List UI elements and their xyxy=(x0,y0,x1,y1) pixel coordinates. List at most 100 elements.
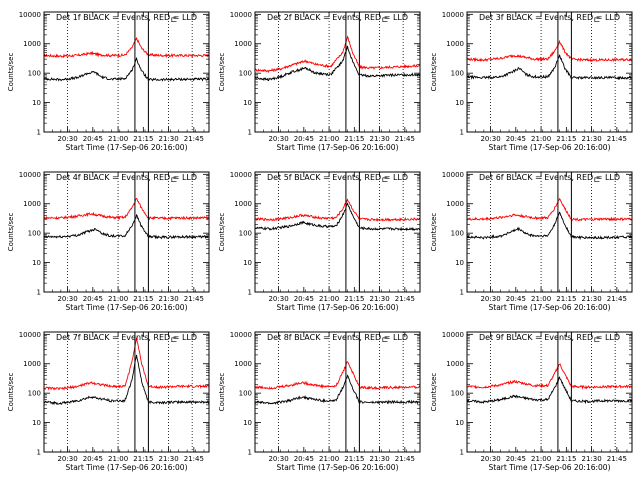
x-tick-label: 21:00 xyxy=(319,295,339,303)
x-tick-label: 20:30 xyxy=(480,455,500,463)
y-tick-label: 10 xyxy=(455,419,464,427)
plot-frame xyxy=(43,171,210,293)
x-tick-label: 20:45 xyxy=(506,455,526,463)
panel-title: Det 1f BLACK = Events, RED = LLD xyxy=(56,13,197,22)
y-tick-label: 1 xyxy=(460,449,464,457)
detector-panel: 1 10 100 1000 10000 20:30 20:45 21:00 21:15 21:30… xyxy=(430,171,633,312)
plot-frame xyxy=(43,331,210,453)
y-tick-label: 1 xyxy=(248,449,252,457)
x-tick-label: 20:45 xyxy=(83,455,103,463)
y-tick-label: 1 xyxy=(248,129,252,137)
panel-title: Det 4f BLACK = Events, RED = LLD xyxy=(56,173,197,182)
y-tick-label: 1000 xyxy=(446,360,464,368)
x-tick-label: 21:00 xyxy=(531,135,551,143)
x-tick-label: 20:30 xyxy=(57,455,77,463)
panel-title: Det 3f BLACK = Events, RED = LLD xyxy=(479,13,620,22)
y-tick-label: 1000 xyxy=(446,200,464,208)
y-axis-label: Counts/sec xyxy=(430,53,438,92)
x-tick-label: 21:15 xyxy=(133,295,153,303)
detector-panel: 1 10 100 1000 10000 20:30 20:45 21:00 21:15 21:30… xyxy=(430,11,633,152)
x-tick-label: 21:45 xyxy=(395,295,415,303)
lld-series-line xyxy=(466,39,633,63)
x-tick-label: 21:15 xyxy=(344,295,364,303)
x-tick-label: 20:30 xyxy=(480,295,500,303)
panel-title: Det 6f BLACK = Events, RED = LLD xyxy=(479,173,620,182)
y-tick-label: 1000 xyxy=(234,200,252,208)
y-axis-label: Counts/sec xyxy=(7,53,15,92)
x-axis-label: Start Time (17-Sep-06 20:16:00) xyxy=(66,143,188,152)
x-tick-label: 20:45 xyxy=(294,295,314,303)
y-tick-label: 10000 xyxy=(230,331,252,339)
x-tick-label: 21:00 xyxy=(108,295,128,303)
x-tick-label: 21:00 xyxy=(108,135,128,143)
x-tick-label: 21:15 xyxy=(344,455,364,463)
plot-frame xyxy=(43,11,210,133)
y-tick-label: 100 xyxy=(28,230,41,238)
y-tick-label: 10000 xyxy=(442,171,464,179)
x-tick-label: 21:30 xyxy=(369,455,389,463)
x-tick-label: 20:30 xyxy=(57,135,77,143)
x-axis-label: Start Time (17-Sep-06 20:16:00) xyxy=(489,143,611,152)
x-tick-label: 21:15 xyxy=(556,455,576,463)
plot-frame xyxy=(254,171,421,293)
y-tick-label: 1000 xyxy=(23,360,41,368)
y-tick-label: 100 xyxy=(451,390,464,398)
x-tick-label: 20:30 xyxy=(268,455,288,463)
y-tick-label: 1 xyxy=(37,129,41,137)
corner-marker: ⊏ xyxy=(171,15,178,24)
y-tick-label: 10000 xyxy=(442,11,464,19)
y-axis-label: Counts/sec xyxy=(430,213,438,252)
x-axis-label: Start Time (17-Sep-06 20:16:00) xyxy=(66,463,188,472)
lld-series-line xyxy=(466,197,633,222)
x-tick-label: 20:45 xyxy=(83,135,103,143)
plot-frame xyxy=(254,11,421,133)
y-tick-label: 1 xyxy=(37,449,41,457)
x-axis-label: Start Time (17-Sep-06 20:16:00) xyxy=(277,463,399,472)
x-tick-label: 21:00 xyxy=(319,455,339,463)
corner-marker: ⊏ xyxy=(382,15,389,24)
y-axis-label: Counts/sec xyxy=(430,373,438,412)
y-tick-label: 10 xyxy=(243,419,252,427)
panel-title: Det 9f BLACK = Events, RED = LLD xyxy=(479,333,620,342)
events-series-line xyxy=(466,54,633,81)
x-tick-label: 20:45 xyxy=(294,135,314,143)
y-tick-label: 1 xyxy=(37,289,41,297)
plot-frame xyxy=(466,331,633,453)
x-axis-label: Start Time (17-Sep-06 20:16:00) xyxy=(277,143,399,152)
x-tick-label: 21:45 xyxy=(184,295,204,303)
y-tick-label: 10 xyxy=(32,99,41,107)
x-tick-label: 20:45 xyxy=(83,295,103,303)
lld-series-line xyxy=(254,198,421,222)
x-tick-label: 21:30 xyxy=(158,135,178,143)
lld-series-line xyxy=(44,36,210,59)
y-tick-label: 10000 xyxy=(230,11,252,19)
x-tick-label: 21:00 xyxy=(319,135,339,143)
x-tick-label: 21:45 xyxy=(607,295,627,303)
lld-series-line xyxy=(254,35,421,74)
x-axis-label: Start Time (17-Sep-06 20:16:00) xyxy=(489,463,611,472)
y-tick-label: 1000 xyxy=(234,40,252,48)
corner-marker: ⊏ xyxy=(171,335,178,344)
corner-marker: ⊏ xyxy=(171,175,178,184)
x-axis-label: Start Time (17-Sep-06 20:16:00) xyxy=(66,303,188,312)
plot-frame xyxy=(466,171,633,293)
panel-title: Det 8f BLACK = Events, RED = LLD xyxy=(267,333,408,342)
y-tick-label: 1000 xyxy=(23,40,41,48)
x-tick-label: 21:45 xyxy=(607,135,627,143)
x-tick-label: 21:15 xyxy=(133,135,153,143)
y-tick-label: 1 xyxy=(248,289,252,297)
detector-panel: 1 10 100 1000 10000 20:30 20:45 21:00 21:15 21:30… xyxy=(218,11,421,152)
panel-title: Det 5f BLACK = Events, RED = LLD xyxy=(267,173,408,182)
y-axis-label: Counts/sec xyxy=(218,53,226,92)
x-tick-label: 21:30 xyxy=(581,455,601,463)
y-axis-label: Counts/sec xyxy=(218,213,226,252)
x-tick-label: 20:45 xyxy=(506,295,526,303)
x-tick-label: 20:45 xyxy=(506,135,526,143)
corner-marker: ⊏ xyxy=(594,175,601,184)
events-series-line xyxy=(466,211,633,241)
events-series-line xyxy=(43,213,210,240)
y-tick-label: 100 xyxy=(239,230,252,238)
x-tick-label: 21:45 xyxy=(607,455,627,463)
panel-title: Det 7f BLACK = Events, RED = LLD xyxy=(56,333,197,342)
detector-panel: 1 10 100 1000 10000 20:30 20:45 21:00 21:15 21:30… xyxy=(7,11,210,152)
